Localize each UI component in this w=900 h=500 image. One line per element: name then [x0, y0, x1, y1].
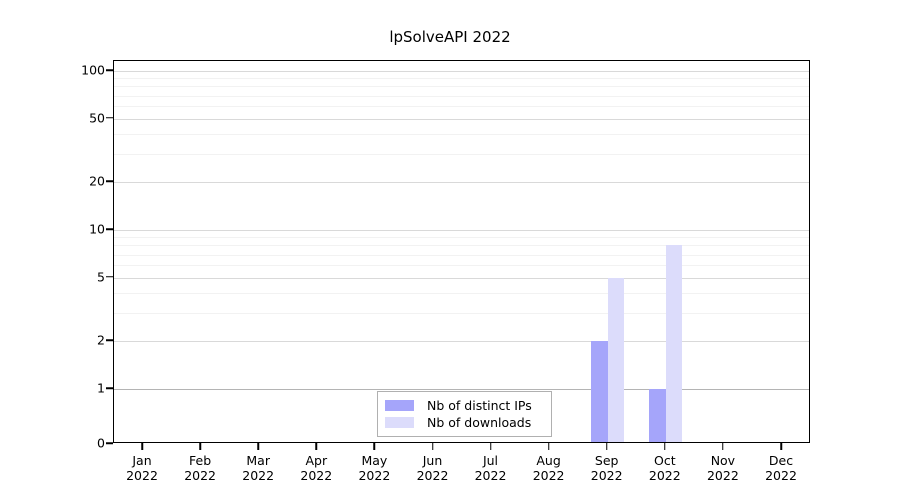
y-tick-label: 0: [97, 435, 105, 451]
x-tick-label-mar: Mar 2022: [242, 453, 274, 483]
x-tick-label-may: May 2022: [358, 453, 390, 483]
gridline-minor: [114, 134, 809, 136]
bar-distinct-ips-oct-2022: [649, 389, 666, 442]
x-tick-label-oct: Oct 2022: [649, 453, 681, 483]
bar-downloads-oct-2022: [665, 245, 683, 442]
x-tick-label-nov: Nov 2022: [707, 453, 739, 483]
gridline-major: [114, 182, 809, 184]
legend-label: Nb of distinct IPs: [427, 398, 532, 413]
gridline-minor: [114, 237, 809, 239]
x-tick-month: Nov: [710, 453, 736, 468]
x-tick-label-sep: Sep 2022: [591, 453, 623, 483]
gridline-minor: [114, 254, 809, 256]
chart-legend: Nb of distinct IPs Nb of downloads: [377, 391, 552, 437]
bar-distinct-ips-sep-2022: [591, 341, 608, 442]
x-tick-month: Dec: [768, 453, 794, 468]
gridline-major: [114, 389, 809, 390]
x-tick-mark: [141, 443, 143, 450]
chart-title: lpSolveAPI 2022: [389, 28, 511, 46]
gridline-major: [114, 277, 809, 279]
y-tick-mark: [106, 387, 113, 389]
legend-item[interactable]: Nb of distinct IPs: [385, 397, 543, 414]
y-tick-mark: [106, 69, 113, 71]
x-tick-month: Aug: [536, 453, 561, 468]
gridline-minor: [114, 265, 809, 267]
gridline-minor: [114, 293, 809, 295]
gridline-minor: [114, 95, 809, 97]
y-tick-mark: [106, 442, 113, 444]
legend-item[interactable]: Nb of downloads: [385, 414, 543, 431]
gridline-minor: [114, 154, 809, 156]
gridline-major: [114, 118, 809, 120]
x-tick-year: 2022: [416, 468, 449, 483]
y-tick-mark: [106, 339, 113, 341]
gridline-minor: [114, 106, 809, 108]
x-tick-year: 2022: [590, 468, 623, 483]
y-tick-mark: [106, 117, 113, 119]
x-tick-year: 2022: [300, 468, 333, 483]
x-tick-month: Mar: [246, 453, 270, 468]
x-tick-year: 2022: [648, 468, 681, 483]
y-tick-label: 20: [89, 173, 105, 189]
x-tick-year: 2022: [706, 468, 739, 483]
x-tick-year: 2022: [184, 468, 216, 483]
x-tick-year: 2022: [126, 468, 158, 483]
x-tick-label-apr: Apr 2022: [300, 453, 332, 483]
x-tick-mark: [547, 443, 550, 450]
x-tick-mark: [489, 443, 492, 450]
gridline-minor: [114, 86, 809, 88]
x-tick-label-jun: Jun 2022: [417, 453, 449, 483]
plot-area: [113, 60, 810, 443]
x-tick-label-jul: Jul 2022: [475, 453, 507, 483]
x-tick-mark: [199, 443, 201, 450]
x-tick-label-feb: Feb 2022: [184, 453, 216, 483]
gridline-minor: [114, 313, 809, 315]
x-tick-year: 2022: [358, 468, 391, 483]
y-tick-mark: [106, 276, 113, 278]
y-tick-label: 100: [81, 62, 105, 78]
gridline-minor: [114, 245, 809, 247]
y-tick-label: 50: [89, 110, 105, 126]
x-tick-month: Jul: [482, 453, 499, 468]
x-tick-month: May: [361, 453, 388, 468]
x-tick-month: Oct: [653, 453, 676, 468]
x-tick-mark: [431, 443, 434, 450]
y-tick-label: 1: [97, 380, 105, 396]
bar-downloads-sep-2022: [607, 277, 625, 442]
y-tick-label: 10: [89, 221, 105, 237]
y-tick-mark: [106, 180, 113, 182]
gridline-major: [114, 230, 809, 231]
legend-label: Nb of downloads: [427, 415, 532, 430]
x-tick-month: Jun: [422, 453, 443, 468]
x-tick-month: Jan: [132, 453, 152, 468]
x-tick-mark: [780, 443, 782, 450]
x-tick-mark: [373, 443, 376, 450]
x-tick-mark: [257, 443, 259, 450]
legend-swatch-icon: [385, 400, 414, 411]
x-tick-mark: [605, 443, 608, 450]
x-tick-mark: [315, 443, 318, 450]
x-tick-year: 2022: [474, 468, 507, 483]
x-tick-mark: [722, 443, 724, 450]
x-tick-month: Feb: [189, 453, 212, 468]
y-tick-mark: [106, 228, 113, 230]
gridline-minor: [114, 78, 809, 80]
x-tick-year: 2022: [242, 468, 275, 483]
x-tick-label-aug: Aug 2022: [533, 453, 565, 483]
y-tick-label: 5: [97, 269, 105, 285]
x-tick-month: Sep: [594, 453, 619, 468]
legend-swatch-icon: [385, 417, 414, 428]
x-tick-label-jan: Jan 2022: [126, 453, 158, 483]
x-tick-label-dec: Dec 2022: [765, 453, 797, 483]
x-tick-year: 2022: [532, 468, 565, 483]
x-tick-mark: [664, 443, 666, 450]
y-tick-label: 2: [97, 332, 105, 348]
x-tick-month: Apr: [305, 453, 328, 468]
gridline-major: [114, 71, 809, 72]
gridline-major: [114, 341, 809, 343]
x-tick-year: 2022: [765, 468, 797, 483]
